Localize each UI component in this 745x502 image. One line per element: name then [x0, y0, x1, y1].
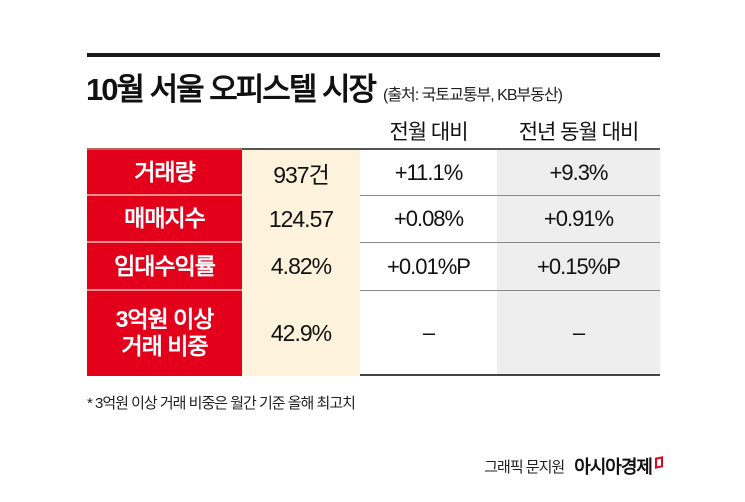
row-mom: –: [360, 291, 497, 376]
column-header-yoy: 전년 동월 대비: [518, 121, 640, 144]
table-row-high-price-share: 3억원 이상 거래 비중 42.9% – –: [87, 291, 660, 376]
row-yoy: +0.91%: [497, 196, 660, 243]
row-mom: +11.1%: [360, 150, 497, 196]
top-rule: [87, 53, 660, 57]
table-row-rental-yield: 임대수익률 4.82% +0.01%P +0.15%P: [87, 243, 660, 291]
row-value: 4.82%: [242, 243, 360, 291]
column-headers: 전월 대비 전년 동월 대비: [0, 116, 745, 146]
table-row-volume: 거래량 937건 +11.1% +9.3%: [87, 150, 660, 196]
row-label: 거래량: [87, 150, 242, 196]
column-header-mom: 전월 대비: [389, 121, 468, 144]
row-label-line1: 3억원 이상: [115, 306, 215, 333]
row-value: 42.9%: [242, 291, 360, 376]
table-row-price-index: 매매지수 124.57 +0.08% +0.91%: [87, 196, 660, 243]
graphic-credit: 그래픽 문지원: [484, 458, 565, 476]
row-value: 937건: [242, 150, 360, 196]
row-mom: +0.01%P: [360, 243, 497, 291]
credit: 그래픽 문지원 아시아경제: [484, 453, 663, 479]
brand-logo: 아시아경제: [574, 457, 653, 477]
row-label: 매매지수: [87, 196, 242, 243]
row-mom: +0.08%: [360, 196, 497, 243]
row-yoy: +9.3%: [497, 150, 660, 196]
row-yoy: –: [497, 291, 660, 376]
chart-title: 10월 서울 오피스텔 시장: [86, 72, 377, 107]
row-value: 124.57: [242, 196, 360, 243]
brand-mark-icon: [655, 455, 663, 469]
row-label: 3억원 이상 거래 비중: [87, 291, 242, 376]
row-label: 임대수익률: [87, 243, 242, 291]
table-top-border: [87, 148, 660, 150]
row-yoy: +0.15%P: [497, 243, 660, 291]
row-label-line2: 거래 비중: [121, 332, 208, 359]
title-row: 10월 서울 오피스텔 시장 (출처: 국토교통부, KB부동산): [86, 64, 563, 108]
footnote: * 3억원 이상 거래 비중은 월간 기준 올해 최고치: [87, 395, 356, 412]
source-note: (출처: 국토교통부, KB부동산): [383, 87, 563, 104]
